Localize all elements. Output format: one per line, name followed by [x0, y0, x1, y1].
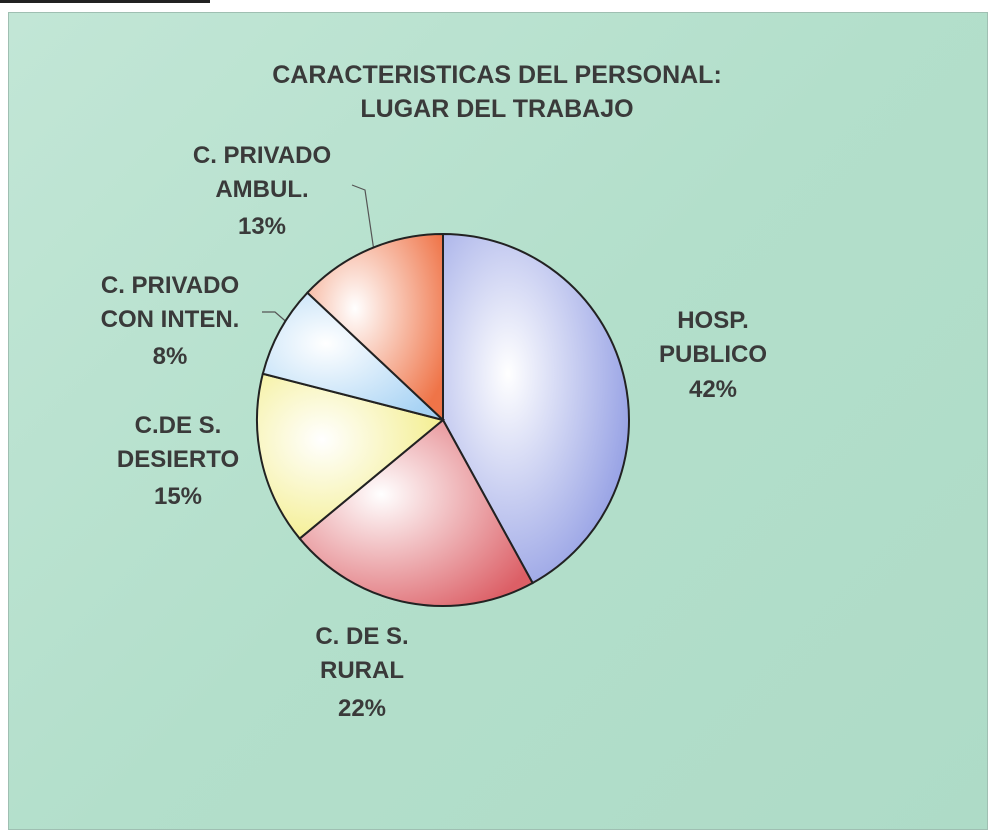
slice-value-label: 42% [688, 376, 738, 403]
slice-label: C. PRIVADO CON INTEN. [100, 272, 240, 333]
slice-label: C. DE S. RURAL [315, 623, 409, 684]
pie-slice [305, 232, 444, 423]
slice-value-label: 22% [337, 695, 387, 722]
slice-value-label: 8% [152, 343, 188, 370]
slice-label: C. PRIVADO AMBUL. [192, 142, 332, 203]
chart-title: CARACTERISTICAS DEL PERSONAL: LUGAR DEL … [272, 61, 722, 123]
slice-label: C.DE S. DESIERTO [116, 412, 240, 473]
rule [0, 0, 210, 3]
leader-line [351, 184, 376, 259]
pie-slice [442, 232, 630, 585]
slice-label: HOSP. PUBLICO [659, 307, 767, 368]
pie-slice [261, 291, 444, 421]
slice-value-label: 15% [153, 483, 203, 510]
pie-slice [298, 418, 534, 607]
slice-value-label: 13% [237, 213, 287, 240]
pie-slice [256, 372, 446, 540]
